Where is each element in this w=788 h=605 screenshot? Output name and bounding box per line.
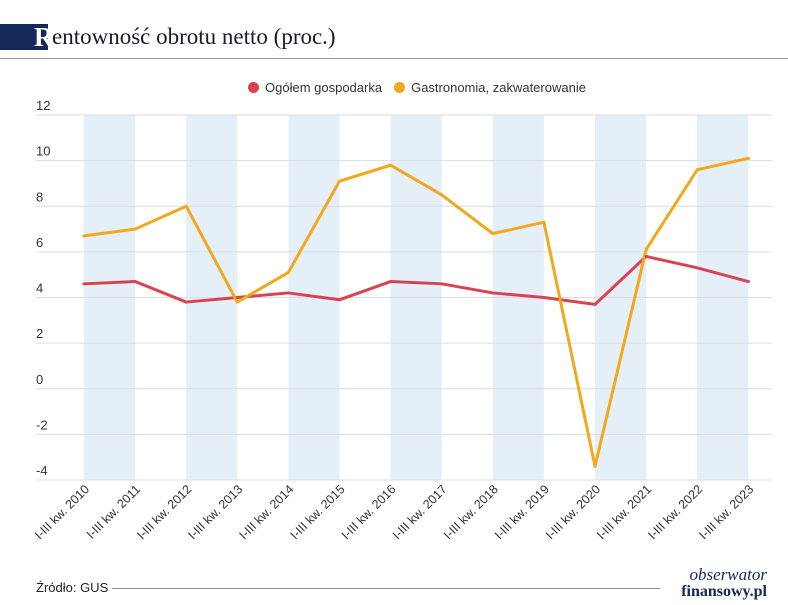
data-point-gastro — [746, 156, 750, 160]
y-tick-label: 8 — [36, 189, 43, 204]
data-point-gastro — [184, 204, 188, 208]
y-tick-label: -2 — [36, 417, 48, 432]
source-divider — [112, 588, 660, 589]
y-tick-label: 4 — [36, 281, 43, 296]
y-tick-label: 10 — [36, 144, 50, 159]
data-point-gastro — [235, 300, 239, 304]
y-tick-label: 0 — [36, 372, 43, 387]
data-point-ogolem — [184, 300, 188, 304]
data-point-ogolem — [389, 280, 393, 284]
series-line-ogolem — [82, 254, 750, 306]
data-point-ogolem — [593, 302, 597, 306]
data-point-gastro — [593, 464, 597, 468]
y-tick-label: 2 — [36, 326, 43, 341]
data-point-ogolem — [338, 298, 341, 302]
series-line-gastro — [82, 156, 750, 468]
data-point-ogolem — [235, 296, 239, 299]
data-point-gastro — [338, 179, 341, 183]
logo-line-2: finansowy.pl — [681, 583, 767, 600]
y-tick-label: 6 — [36, 235, 43, 250]
title-accent-bar — [0, 24, 48, 50]
data-point-gastro — [491, 232, 495, 236]
data-point-ogolem — [440, 282, 444, 286]
data-point-gastro — [286, 270, 290, 274]
logo-line-1: obserwator — [689, 565, 767, 584]
data-point-gastro — [644, 248, 648, 252]
x-tick-label: I-III kw. 2010 — [32, 482, 92, 542]
legend: Ogółem gospodarka Gastronomia, zakwatero… — [248, 80, 598, 95]
data-point-ogolem — [746, 280, 750, 284]
legend-dot-gastro — [394, 82, 406, 93]
data-point-gastro — [440, 193, 444, 197]
data-point-gastro — [82, 234, 86, 238]
data-point-ogolem — [286, 291, 290, 295]
data-point-ogolem — [491, 291, 495, 295]
title-divider — [0, 58, 788, 59]
y-tick-label: -4 — [36, 463, 48, 478]
source-note: Źródło: GUS — [36, 580, 109, 595]
legend-dot-ogolem — [248, 82, 259, 93]
data-point-ogolem — [644, 254, 648, 258]
y-tick-label: 12 — [36, 98, 50, 113]
data-point-gastro — [133, 227, 137, 231]
data-point-gastro — [542, 220, 546, 224]
data-point-ogolem — [542, 296, 546, 299]
legend-label-gastro: Gastronomia, zakwaterowanie — [411, 80, 586, 95]
data-point-ogolem — [133, 280, 137, 284]
title-initial: R — [34, 22, 54, 52]
legend-label-ogolem: Ogółem gospodarka — [265, 80, 383, 95]
x-tick-label: I-III kw. 2023 — [696, 482, 756, 542]
data-point-gastro — [695, 168, 699, 172]
data-point-ogolem — [82, 282, 86, 286]
legend-item-ogolem: Ogółem gospodarka — [248, 80, 382, 95]
chart-title: entowność obrotu netto (proc.) — [52, 24, 336, 49]
brand-logo: obserwator finansowy.pl — [663, 566, 767, 600]
data-point-gastro — [389, 163, 393, 167]
data-point-ogolem — [695, 266, 699, 270]
legend-item-gastro: Gastronomia, zakwaterowanie — [394, 80, 586, 95]
